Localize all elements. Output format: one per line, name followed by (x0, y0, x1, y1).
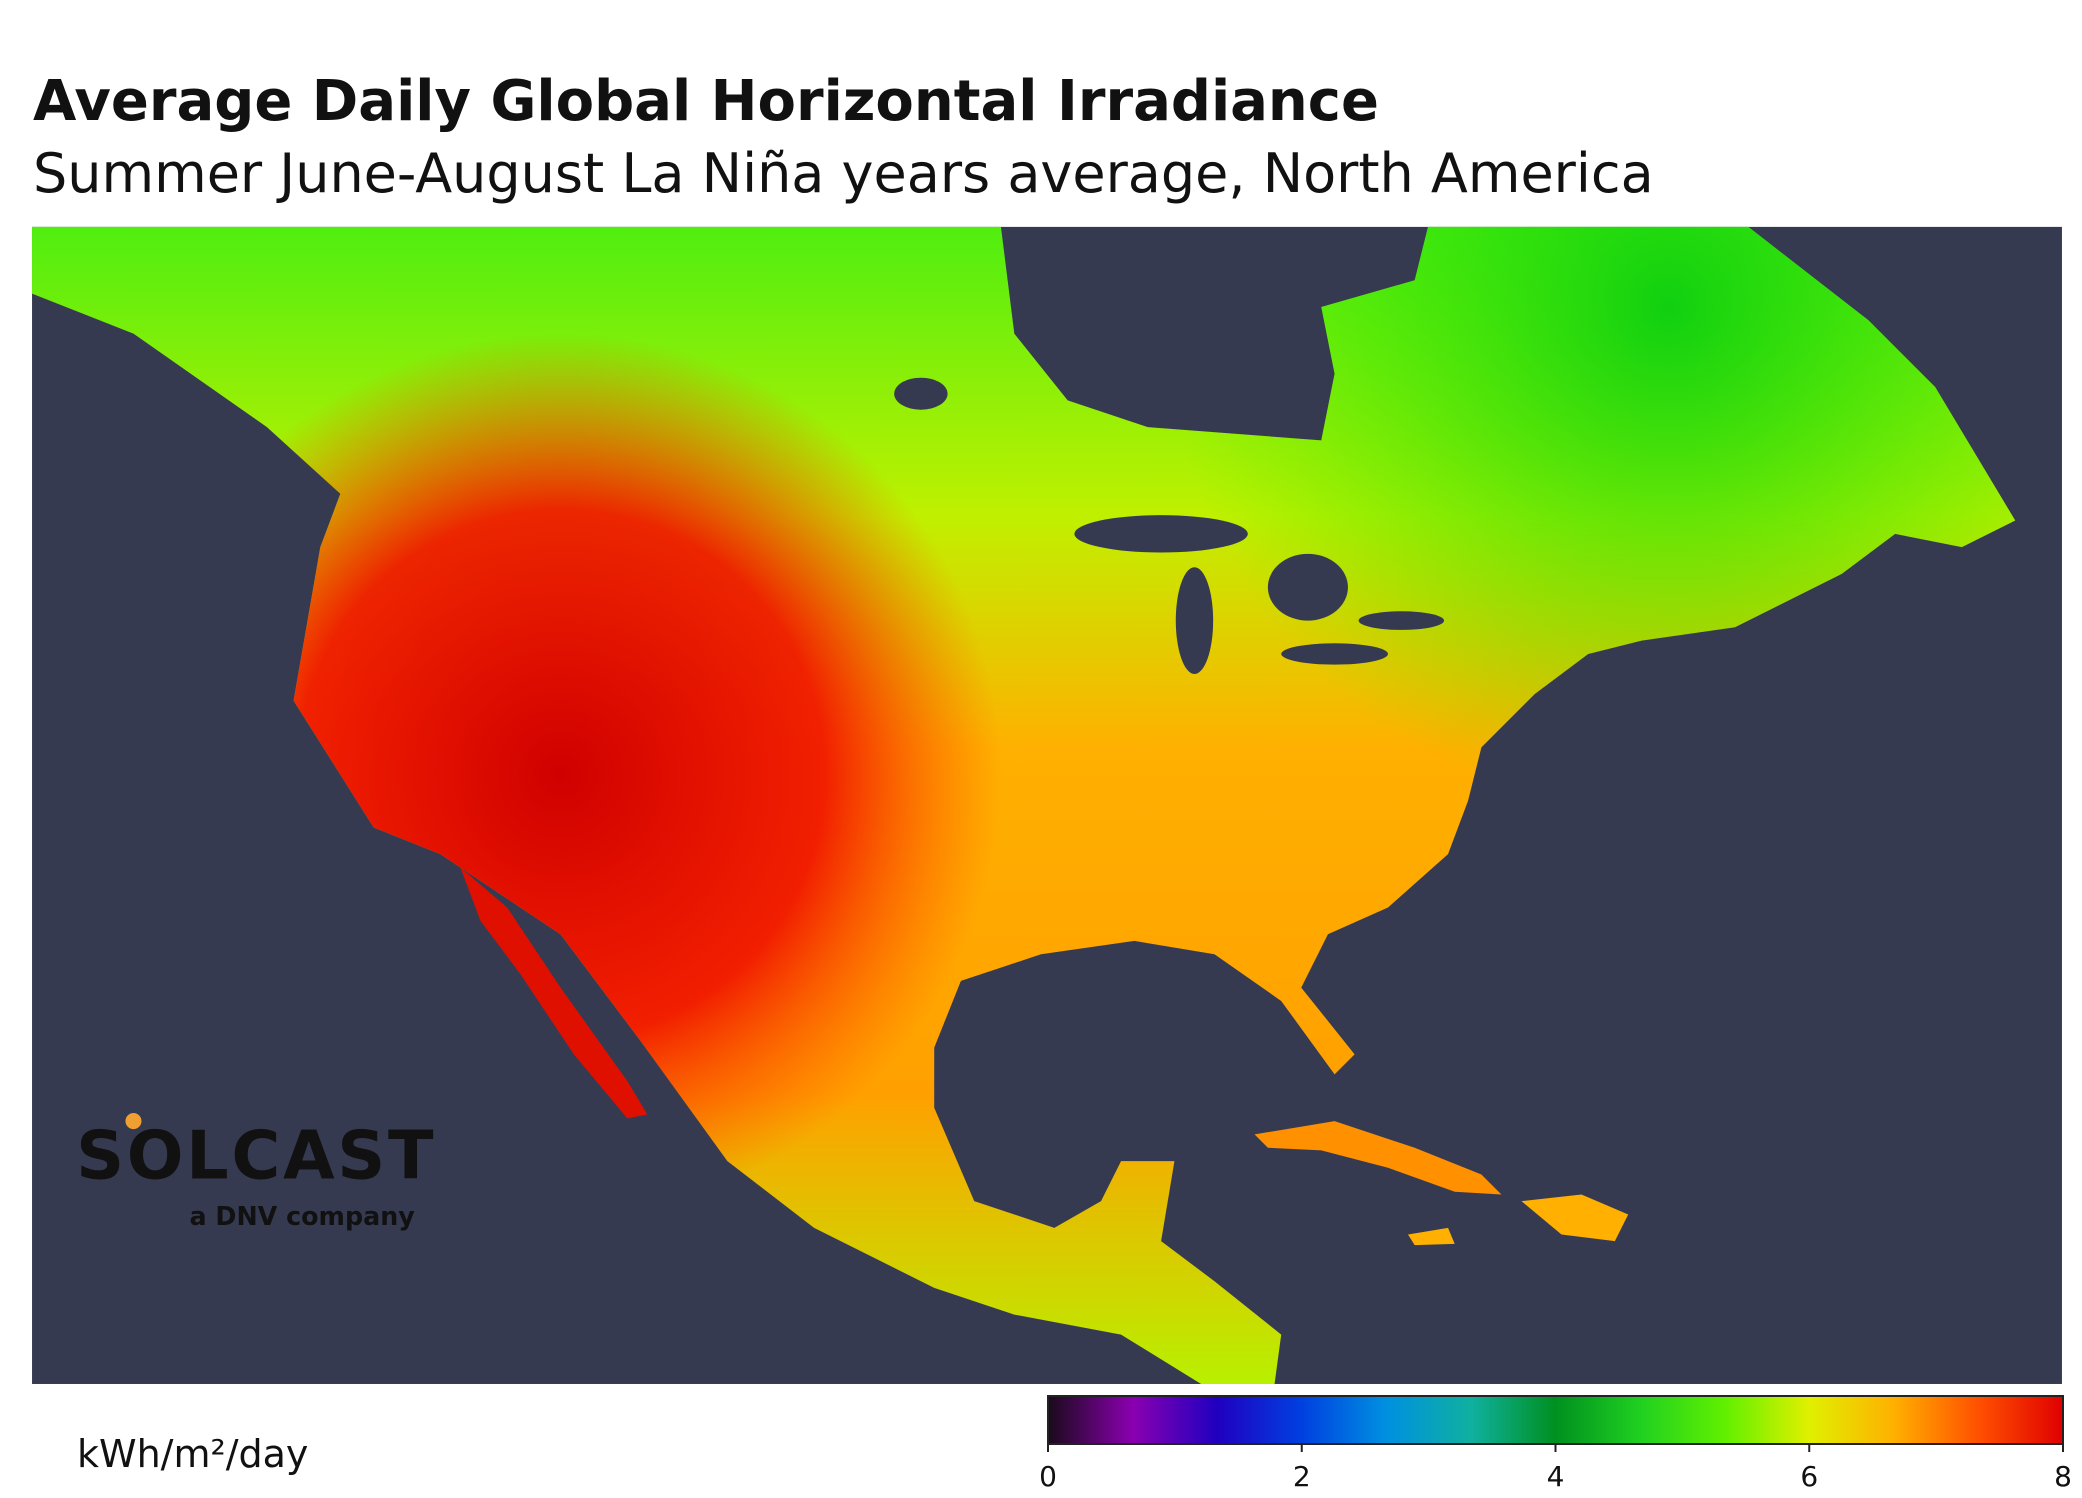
great-lakes (894, 377, 1445, 674)
tick-label: 6 (1800, 1460, 1818, 1493)
colorbar-unit: kWh/m²/day (77, 1432, 308, 1476)
logo: SOLCAST a DNV company (76, 1113, 436, 1231)
lake-superior (1074, 515, 1248, 553)
baja-peninsula (460, 867, 648, 1119)
tick-label: 4 (1547, 1460, 1565, 1493)
title: Average Daily Global Horizontal Irradian… (33, 69, 1379, 134)
lake-huron (1267, 553, 1348, 621)
hispaniola (1521, 1194, 1629, 1242)
subtitle: Summer June-August La Niña years average… (33, 142, 1654, 205)
tick-label: 0 (1039, 1460, 1057, 1493)
lake-erie (1281, 643, 1388, 665)
land-shade-west (32, 226, 2016, 1384)
logo-name: SOLCAST (76, 1116, 436, 1194)
jamaica (1408, 1227, 1455, 1246)
colorbar-ticks: 0 2 4 6 8 (1039, 1444, 2072, 1493)
logo-tagline: a DNV company (190, 1201, 416, 1231)
land (32, 226, 2016, 1384)
lake-ontario (1358, 611, 1445, 630)
colorbar (1047, 1395, 2064, 1445)
great-bear-lake (894, 377, 948, 410)
map: SOLCAST a DNV company (32, 226, 2062, 1384)
logo-sun (125, 1113, 142, 1130)
lake-michigan (1175, 567, 1214, 674)
cuba (1254, 1121, 1502, 1195)
tick-label: 8 (2054, 1460, 2072, 1493)
tick-label: 2 (1293, 1460, 1311, 1493)
